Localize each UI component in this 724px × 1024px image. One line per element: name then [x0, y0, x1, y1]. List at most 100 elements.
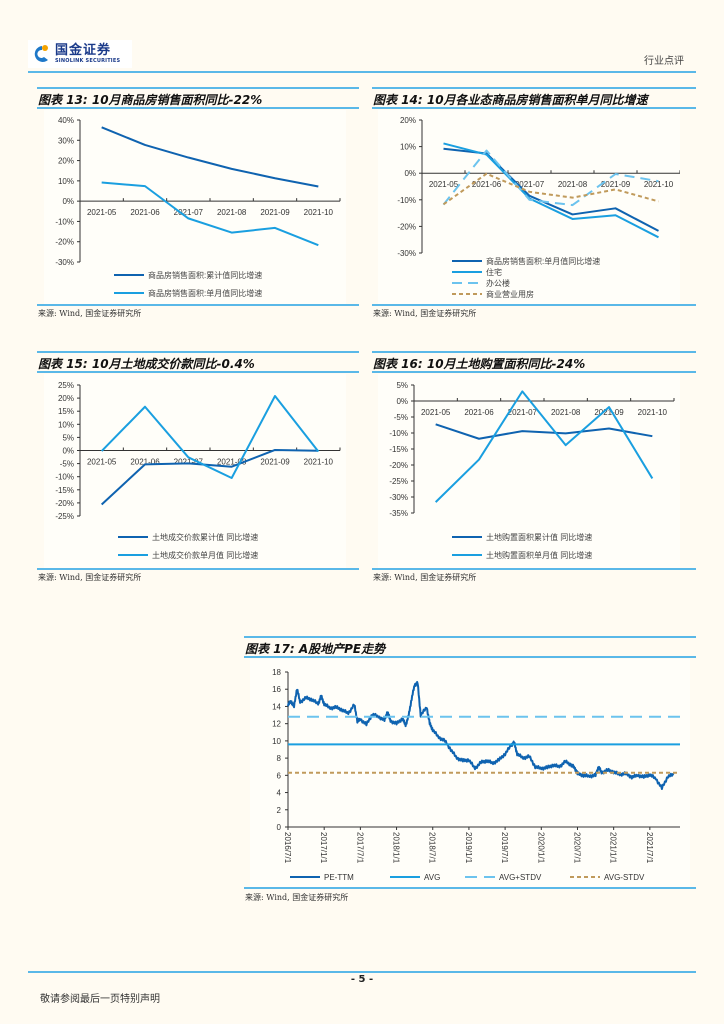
page-number: - 5 - — [350, 974, 374, 985]
y-tick-label: -30% — [55, 258, 74, 267]
chart15-bottom-rule — [37, 568, 359, 570]
x-tick-label: 2021-10 — [644, 180, 674, 189]
x-tick-label: 2021/7/1 — [645, 832, 654, 864]
logo-chinese-name: 国金证券 — [55, 43, 112, 58]
y-tick-label: 10% — [400, 143, 416, 152]
x-tick-label: 2021-09 — [260, 458, 290, 467]
legend-label: PE-TTM — [324, 873, 354, 882]
chart15-title: 图表 15: 10月土地成交价款同比-0.4% — [38, 357, 255, 371]
chart16-area: 5% 0% -5% -10% -15% -20% -25% -30% -35% 2021-05 20… — [378, 374, 680, 568]
chart13-svg: 40% 30% 20% 10% 0% -10% -20% -30% 2021-05 2021-06… — [55, 116, 341, 298]
x-tick-label: 2021-07 — [174, 458, 204, 467]
y-tick-label: -30% — [397, 249, 416, 258]
y-tick-label: -5% — [60, 460, 74, 469]
chart14-top-rule — [372, 87, 696, 89]
x-tick-label: 2021-08 — [558, 180, 588, 189]
y-tick-label: 25% — [58, 381, 74, 390]
legend-label: AVG-STDV — [604, 873, 645, 882]
x-tick-label: 2020/1/1 — [536, 832, 545, 864]
series-line-2 — [442, 149, 659, 207]
series-line-3 — [442, 172, 659, 206]
header-divider — [28, 71, 696, 73]
legend-label: 商业营业用房 — [486, 289, 534, 299]
logo-mark-icon — [32, 43, 50, 65]
y-tick-label: -30% — [389, 493, 408, 502]
legend-label: AVG — [424, 873, 440, 882]
legend-label: 住宅 — [486, 267, 502, 277]
chart15-source: 来源: Wind, 国金证券研究所 — [38, 573, 142, 582]
y-tick-label: 12 — [272, 720, 281, 729]
series-line-1 — [434, 390, 654, 503]
y-tick-label: 0% — [62, 447, 74, 456]
x-tick-label: 2021-06 — [472, 180, 502, 189]
y-tick-label: 15% — [58, 407, 74, 416]
chart16-top-rule — [372, 351, 696, 353]
chart16-title-rule — [372, 371, 696, 373]
chart15-area: 25% 20% 15% 10% 5% 0% -5% -10% -15% -20% -25% 2021-… — [44, 374, 346, 568]
y-tick-label: 0% — [404, 169, 416, 178]
y-tick-label: 2 — [277, 806, 282, 815]
company-logo: 国金证券 SINOLINK SECURITIES — [28, 40, 132, 68]
series-line-0 — [435, 423, 653, 440]
y-tick-label: 4 — [277, 789, 282, 798]
x-tick-label: 2020/7/1 — [572, 832, 581, 864]
y-tick-label: 10% — [58, 420, 74, 429]
x-tick-label: 2021-10 — [304, 458, 334, 467]
y-tick-label: 0% — [396, 397, 408, 406]
series-line-0 — [443, 147, 659, 232]
legend-label: 土地购置面积单月值 同比增速 — [486, 550, 592, 560]
y-tick-label: -20% — [397, 222, 416, 231]
x-tick-label: 2021-08 — [217, 208, 247, 217]
x-tick-label: 2018/1/1 — [392, 832, 401, 864]
disclaimer-link[interactable]: 敬请参阅最后一页特别声明 — [40, 994, 160, 1005]
report-section-label: 行业点评 — [644, 56, 684, 67]
legend-label: 商品房销售面积:单月值同比增速 — [486, 256, 600, 266]
x-tick-label: 2021-07 — [508, 408, 538, 417]
y-tick-label: 6 — [277, 771, 282, 780]
chart17-title: 图表 17: A股地产PE走势 — [245, 642, 386, 656]
x-tick-label: 2021-06 — [464, 408, 494, 417]
y-tick-label: -20% — [55, 499, 74, 508]
chart13-title-rule — [37, 107, 359, 109]
x-tick-label: 2021-09 — [594, 408, 624, 417]
legend-label: 商品房销售面积:累计值同比增速 — [148, 270, 262, 280]
chart17-top-rule — [244, 636, 696, 638]
x-tick-label: 2017/7/1 — [355, 832, 364, 864]
chart13-top-rule — [37, 87, 359, 89]
y-tick-label: -10% — [397, 196, 416, 205]
legend-label: 土地成交价款单月值 同比增速 — [152, 550, 258, 560]
x-tick-label: 2021-07 — [174, 208, 204, 217]
x-tick-label: 2017/1/1 — [319, 832, 328, 864]
x-tick-label: 2019/7/1 — [500, 832, 509, 864]
y-tick-label: 8 — [277, 754, 282, 763]
chart15-svg: 25% 20% 15% 10% 5% 0% -5% -10% -15% -20% -25% 2021-… — [55, 381, 341, 560]
series-line-1 — [443, 142, 659, 239]
chart14-bottom-rule — [372, 304, 696, 306]
y-tick-label: -25% — [389, 477, 408, 486]
legend-label: 办公楼 — [486, 278, 510, 288]
y-tick-label: 10% — [58, 177, 74, 186]
x-tick-label: 2021-09 — [260, 208, 290, 217]
x-tick-label: 2018/7/1 — [428, 832, 437, 864]
y-tick-label: 16 — [272, 685, 281, 694]
x-tick-label: 2021-05 — [87, 458, 117, 467]
chart14-area: 20% 10% 0% -10% -20% -30% 2021-05 2021-06 2021-0… — [378, 110, 681, 304]
y-tick-label: 0 — [277, 823, 282, 832]
chart17-area: 18 16 14 12 10 8 6 4 2 0 2016/7/1 2017/1/1 2017/7/1 2… — [250, 659, 690, 887]
y-tick-label: -15% — [55, 486, 74, 495]
y-tick-label: 18 — [272, 668, 281, 677]
series-line-1 — [101, 181, 319, 247]
y-tick-label: 20% — [400, 116, 416, 125]
y-tick-label: -20% — [389, 461, 408, 470]
x-tick-label: 2021-05 — [421, 408, 451, 417]
y-tick-label: 40% — [58, 116, 74, 125]
y-tick-label: 5% — [396, 381, 408, 390]
chart14-title-rule — [372, 107, 696, 109]
y-tick-label: 20% — [58, 394, 74, 403]
chart14-source: 来源: Wind, 国金证券研究所 — [373, 309, 477, 318]
series-line-0 — [100, 448, 319, 506]
chart13-title: 图表 13: 10月商品房销售面积同比-22% — [38, 93, 263, 107]
y-tick-label: 14 — [272, 702, 281, 711]
x-tick-label: 2021-09 — [601, 180, 631, 189]
